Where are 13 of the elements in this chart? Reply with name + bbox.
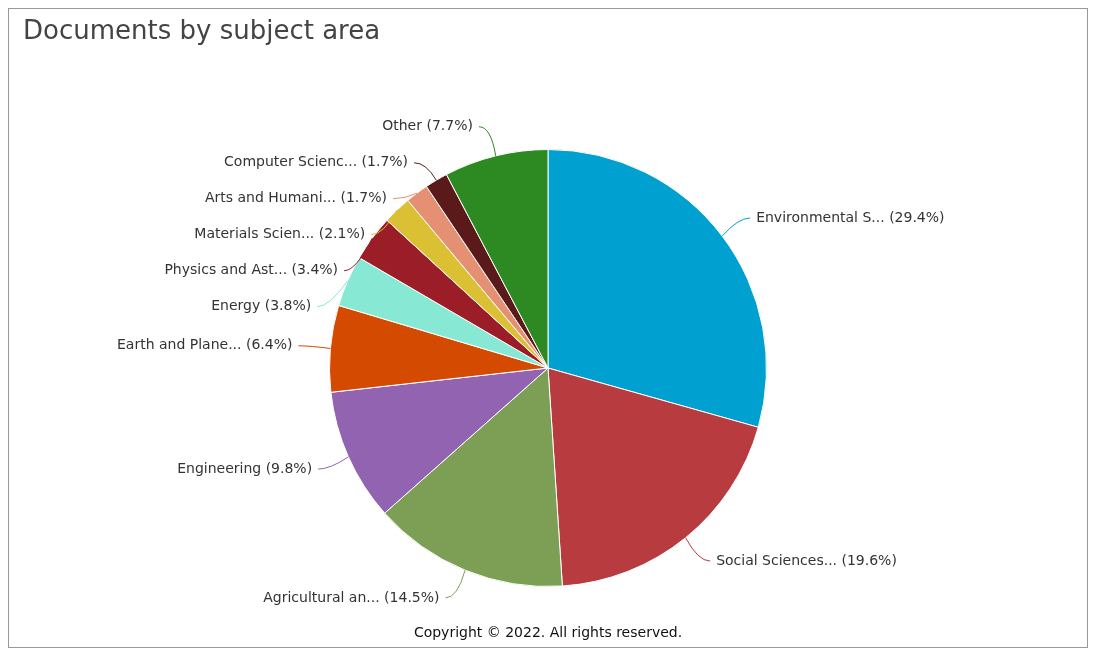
slice-label: Other (7.7%) [382, 117, 473, 134]
slice-label: Arts and Humani... (1.7%) [204, 189, 387, 206]
slice-label: Earth and Plane... (6.4%) [116, 336, 293, 353]
slice-label: Materials Scien... (2.1%) [194, 225, 366, 242]
slice-label: Physics and Ast... (3.4%) [164, 261, 339, 278]
slice-label: Engineering (9.8%) [177, 459, 313, 476]
chart-title: Documents by subject area [23, 14, 381, 45]
slice-label: Environmental S... (29.4%) [756, 208, 945, 225]
slice-label: Energy (3.8%) [211, 297, 312, 314]
slice-label: Computer Scienc... (1.7%) [224, 153, 409, 170]
slice-label: Social Sciences... (19.6%) [716, 551, 897, 568]
slice-label: Agricultural an... (14.5%) [263, 588, 440, 605]
text: Copyright © 2022. All rights reserved. [413, 623, 683, 640]
